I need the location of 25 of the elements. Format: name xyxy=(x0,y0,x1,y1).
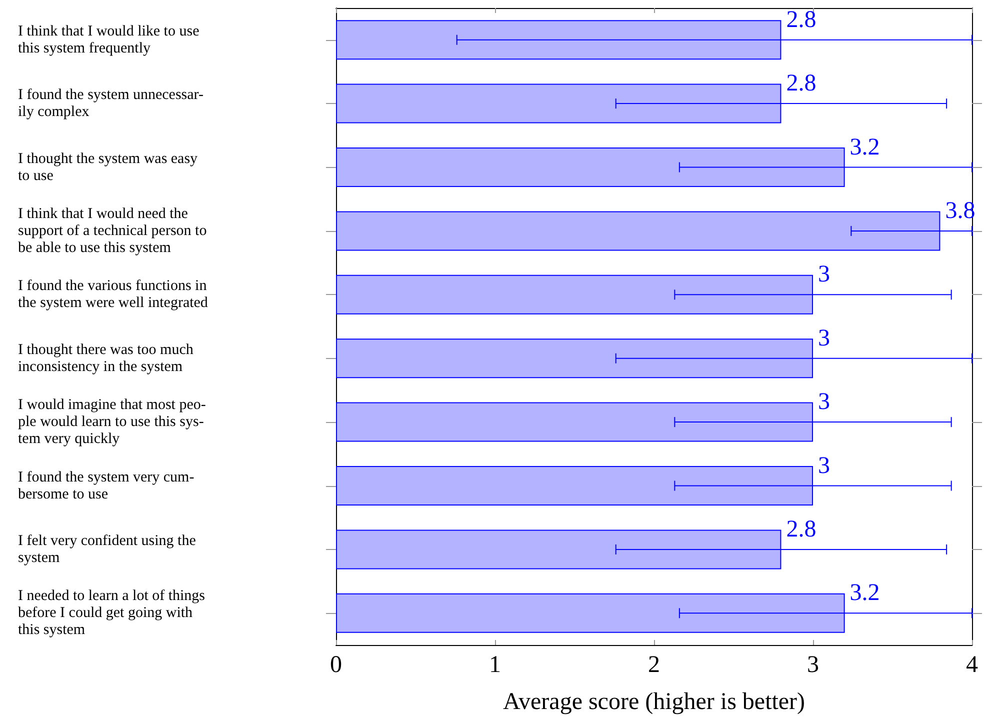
y-tick-label: I needed to learn a lot of things before I could get going with this system xyxy=(18,588,206,638)
data-label: 3.2 xyxy=(850,134,880,160)
x-tick-label: 3 xyxy=(807,652,819,678)
data-label: 3 xyxy=(818,452,830,479)
x-tick-label: 4 xyxy=(966,652,978,678)
y-tick-label: I would imagine that most peo- ple would learn to use this sys- tem very quickly xyxy=(18,397,206,448)
y-tick-label: I thought there was too much inconsistency in the system xyxy=(18,342,194,375)
y-tick-label: I felt very confident using the system xyxy=(18,532,196,566)
data-label: 3.2 xyxy=(850,580,880,606)
data-label: 3 xyxy=(818,389,830,416)
y-tick-label: I think that I would need the support of a technical person to be able to use this system xyxy=(18,206,207,256)
y-tick-label: I think that I would like to use this system frequently xyxy=(18,23,200,56)
y-tick-label: I found the system very cum- bersome to use xyxy=(18,469,194,502)
y-tick-label: I found the system unnecessar- ily complex xyxy=(18,87,204,120)
x-tick-label: 0 xyxy=(330,652,342,678)
data-label: 3 xyxy=(818,262,830,288)
y-tick-label: I thought the system was easy to use xyxy=(18,150,198,184)
data-label: 2.8 xyxy=(786,70,816,97)
data-label: 2.8 xyxy=(786,516,816,542)
x-tick-label: 2 xyxy=(648,652,660,678)
data-label: 2.8 xyxy=(786,6,816,33)
x-axis-title: Average score (higher is better) xyxy=(502,689,806,715)
x-tick-label: 1 xyxy=(489,652,501,678)
data-label: 3 xyxy=(818,325,830,352)
y-tick-label: I found the various functions in the system were well integrated xyxy=(18,278,208,312)
